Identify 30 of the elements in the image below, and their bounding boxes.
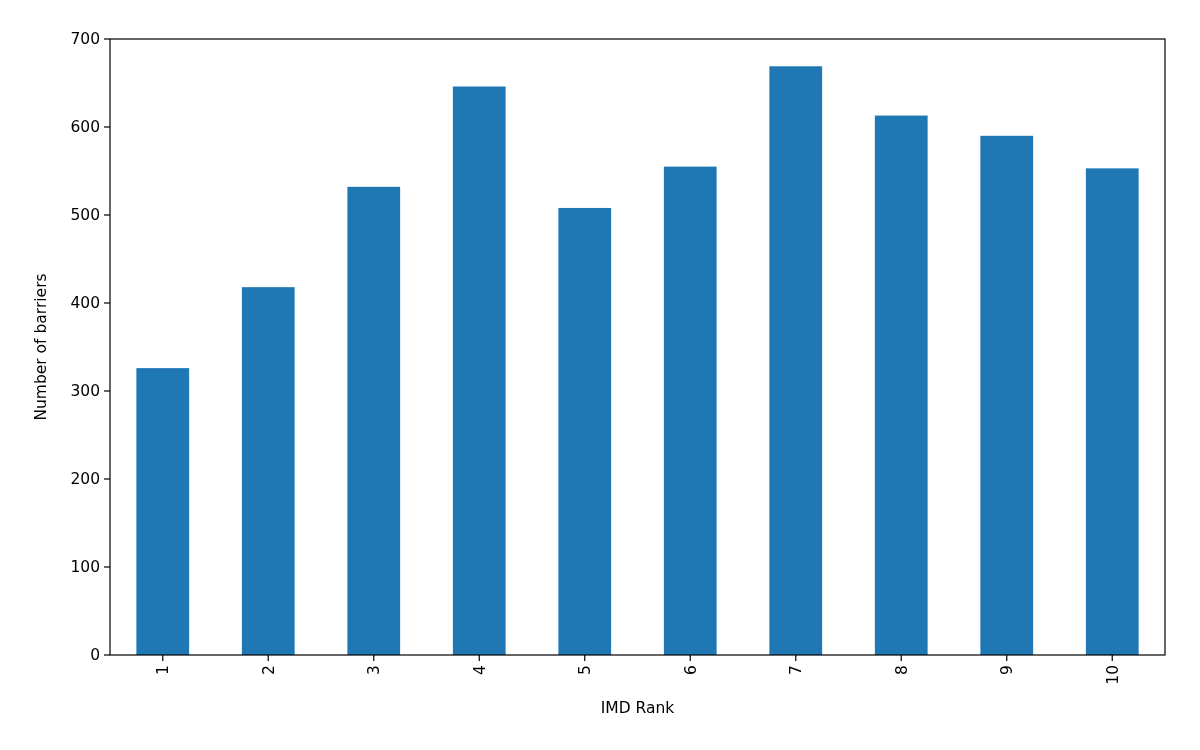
y-tick-label: 100 (70, 558, 100, 577)
bar (558, 207, 612, 655)
x-tick-label: 1 (154, 665, 173, 675)
y-tick-label: 400 (70, 294, 100, 313)
bar (874, 115, 928, 655)
x-axis-title: IMD Rank (600, 699, 675, 717)
bar (769, 66, 823, 655)
x-tick-label: 4 (470, 665, 489, 675)
bar (347, 186, 401, 655)
x-tick-label: 8 (892, 665, 911, 675)
y-tick-label: 300 (70, 382, 100, 401)
bar (1085, 168, 1139, 655)
x-tick-label: 5 (576, 665, 595, 675)
x-tick-label: 2 (259, 665, 278, 675)
bar (241, 287, 295, 655)
y-tick-label: 500 (70, 206, 100, 225)
bar (663, 166, 717, 655)
bar (980, 135, 1034, 655)
y-tick-label: 200 (70, 470, 100, 489)
y-tick-label: 600 (70, 118, 100, 137)
x-tick-label: 6 (681, 665, 700, 675)
x-tick-label: 10 (1103, 665, 1122, 685)
x-tick-label: 7 (787, 665, 806, 675)
bar (452, 86, 506, 655)
y-axis-title: Number of barriers (32, 273, 50, 421)
x-tick-label: 3 (365, 665, 384, 675)
y-tick-label: 700 (70, 30, 100, 49)
y-tick-label: 0 (90, 646, 100, 665)
bar (136, 368, 190, 655)
x-tick-label: 9 (998, 665, 1017, 675)
